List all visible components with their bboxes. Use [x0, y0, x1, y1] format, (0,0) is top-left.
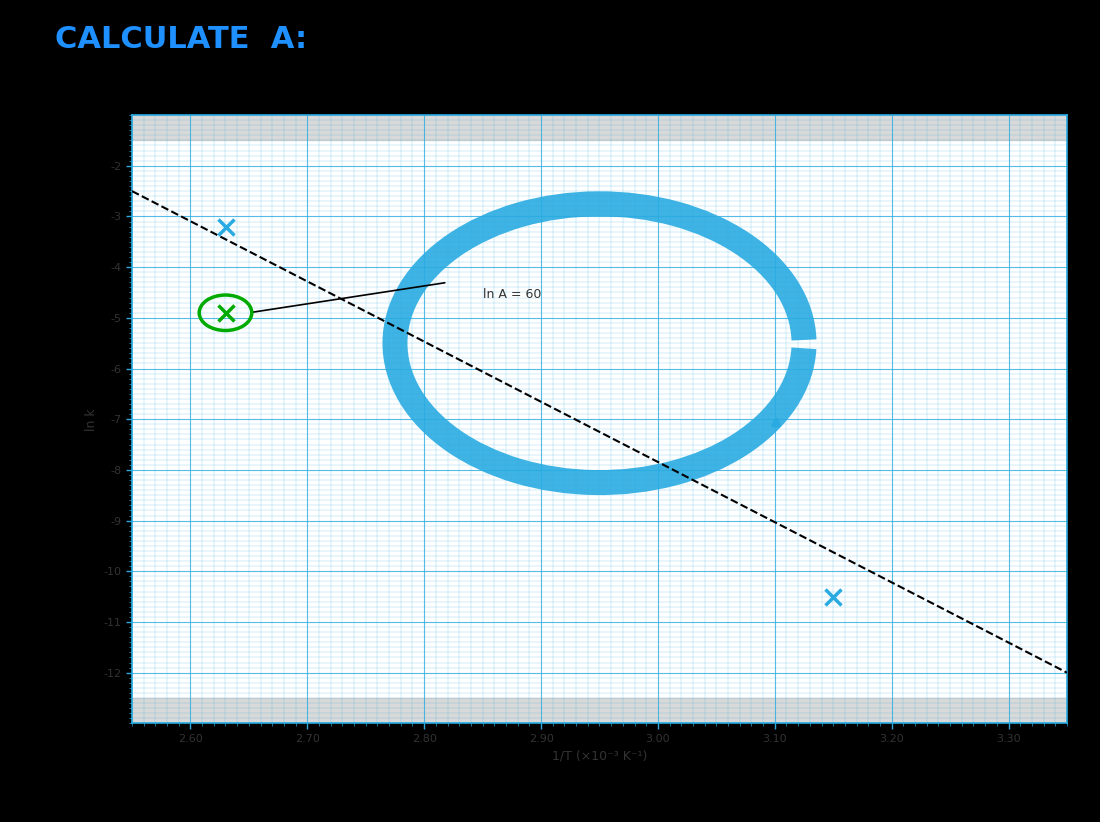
Text: ln A = 60: ln A = 60 [483, 288, 541, 301]
Text: CALCULATE  A:: CALCULATE A: [55, 25, 307, 54]
X-axis label: 1/T (×10⁻³ K⁻¹): 1/T (×10⁻³ K⁻¹) [552, 750, 647, 762]
Bar [132, 115, 1067, 141]
Bar [132, 698, 1067, 723]
Y-axis label: ln k: ln k [85, 408, 98, 431]
